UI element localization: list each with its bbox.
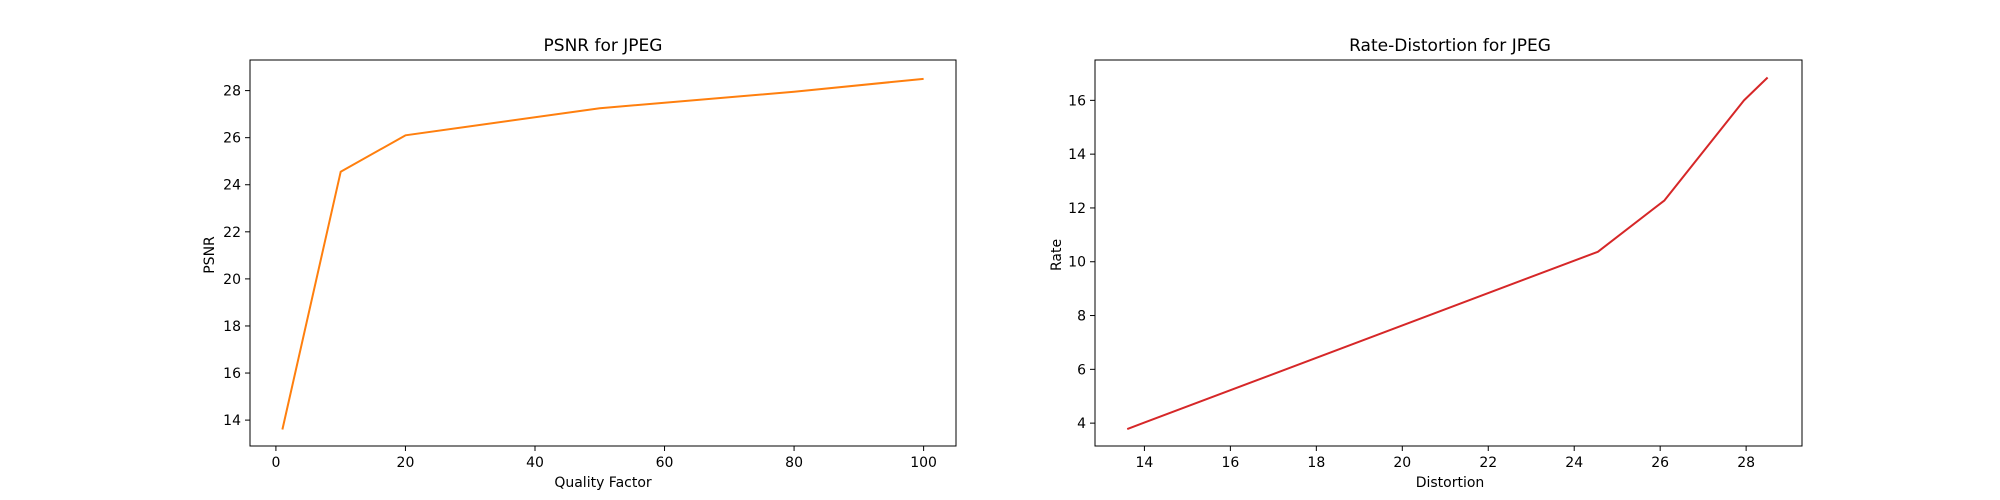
y-tick-label: 4 [1077, 416, 1086, 432]
y-axis-label: PSNR [202, 236, 218, 274]
x-tick-label: 0 [271, 455, 280, 471]
x-axis-label: Quality Factor [554, 475, 652, 491]
y-tick-label: 20 [223, 272, 241, 288]
y-tick-label: 12 [1068, 201, 1086, 217]
y-tick-label: 22 [223, 225, 241, 241]
y-tick-label: 16 [1068, 93, 1086, 109]
rate-distortion-chart: Rate-Distortion for JPEG 14 16 18 20 22 24 26 2… [1049, 36, 1803, 491]
series-line [1126, 76, 1769, 430]
plot-frame [1094, 59, 1803, 447]
x-tick-label: 26 [1651, 455, 1669, 471]
y-tick-label: 26 [223, 131, 241, 147]
psnr-chart: PSNR for JPEG 0 20 40 60 80 100 14 16 18 20 22 24 26… [202, 36, 957, 491]
y-tick-label: 14 [1068, 147, 1086, 163]
x-tick-label: 16 [1221, 455, 1239, 471]
psnr-plot-area: 0 20 40 60 80 100 14 16 18 20 22 24 26 28 [223, 59, 957, 471]
x-tick-label: 28 [1737, 455, 1755, 471]
x-tick-label: 80 [785, 455, 803, 471]
plot-frame [249, 59, 957, 447]
x-tick-label: 22 [1479, 455, 1497, 471]
y-tick-label: 14 [223, 413, 241, 429]
x-tick-label: 20 [397, 455, 415, 471]
x-tick-label: 14 [1136, 455, 1154, 471]
y-tick-label: 28 [223, 84, 241, 100]
x-tick-label: 40 [526, 455, 544, 471]
x-tick-label: 60 [656, 455, 674, 471]
x-tick-label: 100 [910, 455, 937, 471]
y-tick-label: 16 [223, 366, 241, 382]
series-line [281, 77, 924, 430]
x-tick-label: 18 [1307, 455, 1325, 471]
y-tick-label: 10 [1068, 255, 1086, 271]
y-tick-label: 18 [223, 319, 241, 335]
chart-title: Rate-Distortion for JPEG [1349, 36, 1551, 56]
y-tick-label: 24 [223, 178, 241, 194]
rate-distortion-plot-area: 14 16 18 20 22 24 26 28 4 6 8 10 12 14 16 [1068, 59, 1803, 471]
x-axis-label: Distortion [1416, 475, 1485, 491]
y-tick-label: 6 [1077, 362, 1086, 378]
x-tick-label: 24 [1565, 455, 1583, 471]
chart-title: PSNR for JPEG [544, 36, 663, 56]
y-axis-label: Rate [1049, 239, 1065, 271]
y-tick-label: 8 [1077, 309, 1086, 325]
x-tick-label: 20 [1393, 455, 1411, 471]
